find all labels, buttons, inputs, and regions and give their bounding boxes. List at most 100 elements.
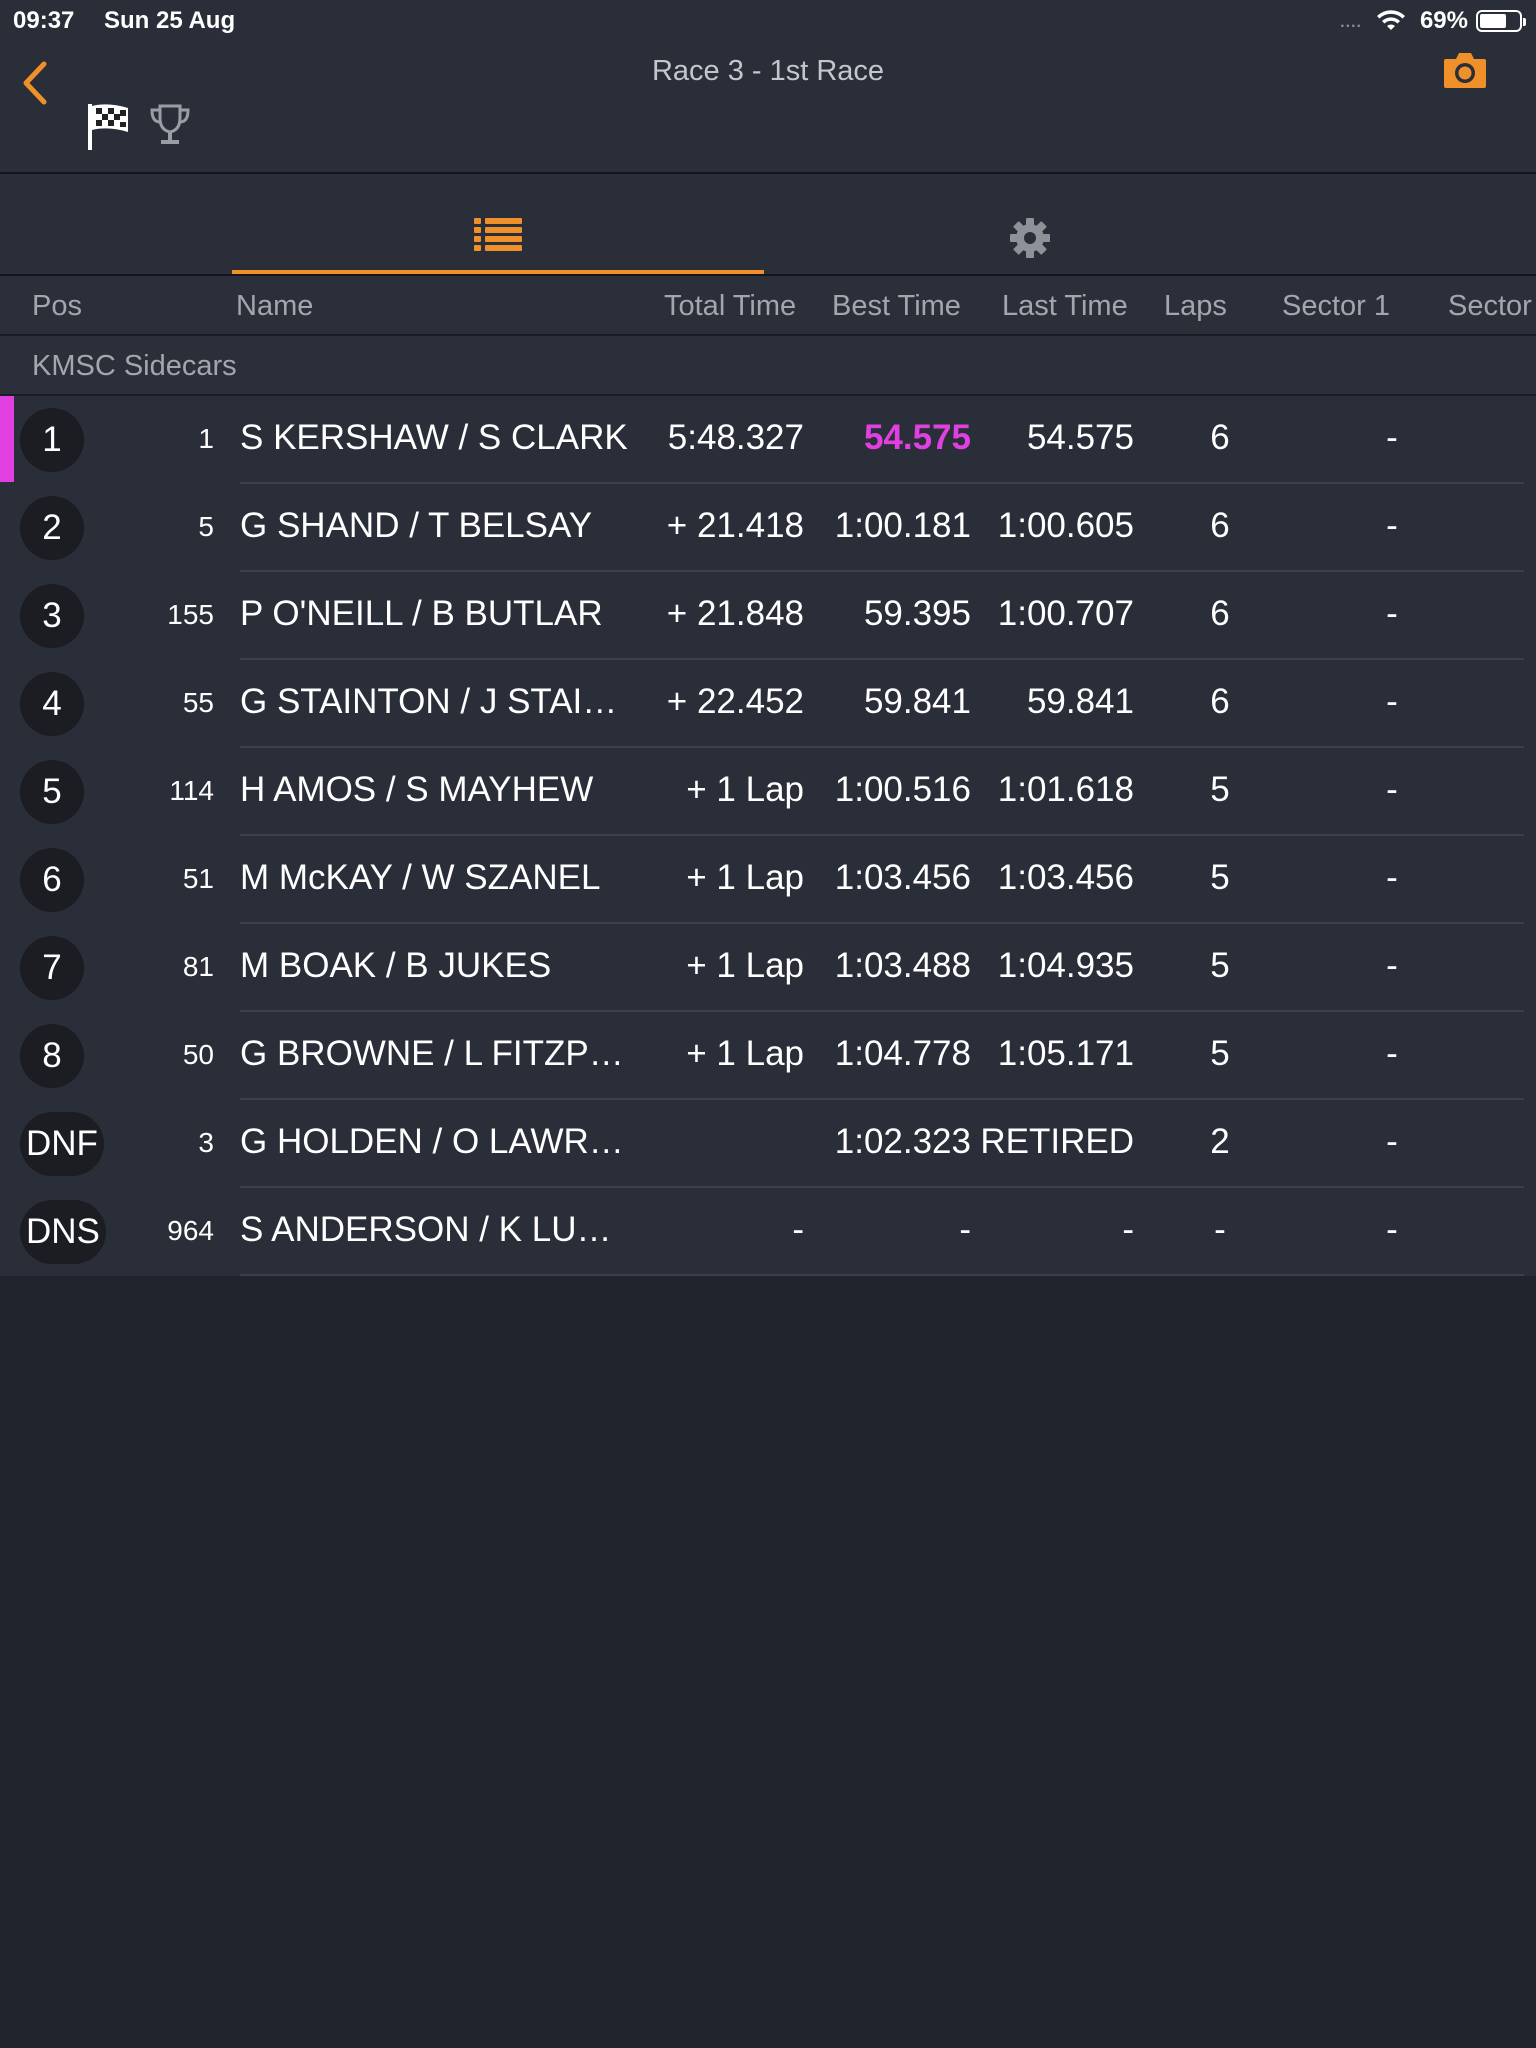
status-right: .... 69% [1340, 7, 1526, 35]
laps-count: 6 [1210, 682, 1230, 721]
view-tabs [0, 174, 1536, 276]
row-divider [240, 746, 1524, 748]
total-time: - [792, 1210, 804, 1249]
status-time: 09:37 [13, 7, 75, 34]
table-row[interactable]: 4 55 G STAINTON / J STAI… + 22.452 59.84… [0, 660, 1536, 748]
race-number: 3 [198, 1127, 214, 1158]
row-divider [240, 922, 1524, 924]
col-pos[interactable]: Pos [32, 290, 82, 322]
laps-count: 5 [1210, 858, 1230, 897]
row-divider [240, 482, 1524, 484]
race-number: 81 [182, 951, 214, 982]
rider-names: S KERSHAW / S CLARK [240, 418, 628, 457]
row-divider [240, 1010, 1524, 1012]
battery-percentage: 69% [1419, 7, 1468, 34]
race-number: 1 [198, 423, 214, 454]
position-badge: 1 [20, 408, 84, 472]
class-name: KMSC Sidecars [32, 350, 237, 382]
table-row[interactable]: 5 114 H AMOS / S MAYHEW + 1 Lap 1:00.516… [0, 748, 1536, 836]
tab-settings[interactable] [764, 174, 1296, 274]
rider-names: S ANDERSON / K LU… [240, 1210, 612, 1249]
race-number: 50 [182, 1039, 214, 1070]
last-time: 1:00.605 [997, 506, 1134, 545]
sector-1-time: - [1386, 682, 1398, 721]
table-row[interactable]: 6 51 M McKAY / W SZANEL + 1 Lap 1:03.456… [0, 836, 1536, 924]
camera-icon[interactable] [1442, 50, 1488, 90]
row-divider [240, 1274, 1524, 1276]
best-time: - [959, 1210, 971, 1249]
row-divider [240, 834, 1524, 836]
laps-count: 5 [1210, 770, 1230, 809]
table-row[interactable]: 8 50 G BROWNE / L FITZP… + 1 Lap 1:04.77… [0, 1012, 1536, 1100]
position-badge: 2 [20, 496, 84, 560]
fastest-lap-indicator [0, 396, 14, 482]
last-time: 1:05.171 [997, 1034, 1134, 1073]
col-sector-2[interactable]: Sector [1448, 290, 1532, 322]
cellular-signal-icon: .... [1340, 14, 1362, 31]
page-title: Race 3 - 1st Race [651, 55, 885, 87]
laps-count: 6 [1210, 594, 1230, 633]
total-time: + 1 Lap [686, 1034, 804, 1073]
position-badge: 6 [20, 848, 84, 912]
list-icon [474, 218, 522, 251]
gear-icon [1010, 218, 1050, 258]
last-time: - [1122, 1210, 1134, 1249]
col-name[interactable]: Name [236, 290, 314, 322]
total-time: + 21.848 [666, 594, 804, 633]
last-time: 1:04.935 [997, 946, 1134, 985]
rider-names: G BROWNE / L FITZP… [240, 1034, 624, 1073]
results-table: 1 1 S KERSHAW / S CLARK 5:48.327 54.575 … [0, 396, 1536, 1276]
race-number: 155 [167, 599, 214, 630]
last-time: 59.841 [1026, 682, 1134, 721]
table-row[interactable]: DNS 964 S ANDERSON / K LU… - - - - - [0, 1188, 1536, 1276]
back-chevron-icon[interactable] [16, 58, 56, 108]
status-date: Sun 25 Aug [104, 7, 236, 34]
tab-results-list[interactable] [232, 174, 764, 274]
best-time: 1:03.488 [834, 946, 971, 985]
sector-1-time: - [1386, 1210, 1398, 1249]
col-best-time[interactable]: Best Time [832, 290, 961, 322]
race-number: 964 [167, 1215, 214, 1246]
table-row[interactable]: 3 155 P O'NEILL / B BUTLAR + 21.848 59.3… [0, 572, 1536, 660]
sector-1-time: - [1386, 770, 1398, 809]
laps-count: 6 [1210, 418, 1230, 457]
wifi-icon [1376, 10, 1405, 30]
last-time: 1:03.456 [997, 858, 1134, 897]
laps-count: 5 [1210, 1034, 1230, 1073]
total-time: + 22.452 [666, 682, 804, 721]
col-last-time[interactable]: Last Time [1002, 290, 1128, 322]
total-time: 5:48.327 [667, 418, 804, 457]
sector-1-time: - [1386, 946, 1398, 985]
position-badge: 3 [20, 584, 84, 648]
total-time: + 1 Lap [686, 946, 804, 985]
sector-1-time: - [1386, 858, 1398, 897]
trophy-icon[interactable] [148, 102, 192, 148]
race-number: 55 [182, 687, 214, 718]
row-divider [240, 570, 1524, 572]
table-row[interactable]: 2 5 G SHAND / T BELSAY + 21.418 1:00.181… [0, 484, 1536, 572]
last-time: 1:00.707 [997, 594, 1134, 633]
table-row[interactable]: 1 1 S KERSHAW / S CLARK 5:48.327 54.575 … [0, 396, 1536, 484]
laps-count: - [1214, 1210, 1226, 1249]
row-divider [240, 1186, 1524, 1188]
col-sector-1[interactable]: Sector 1 [1282, 290, 1390, 322]
row-divider [240, 658, 1524, 660]
col-total-time[interactable]: Total Time [664, 290, 797, 322]
position-badge: DNF [20, 1112, 104, 1176]
empty-area [0, 1276, 1536, 2048]
col-laps[interactable]: Laps [1164, 290, 1227, 322]
best-time: 59.841 [863, 682, 971, 721]
navigation-header: Race 3 - 1st Race [0, 40, 1536, 174]
battery-icon [1476, 10, 1526, 32]
sector-1-time: - [1386, 594, 1398, 633]
table-row[interactable]: 7 81 M BOAK / B JUKES + 1 Lap 1:03.488 1… [0, 924, 1536, 1012]
position-badge: 8 [20, 1024, 84, 1088]
table-row[interactable]: DNF 3 G HOLDEN / O LAWR… 1:02.323 RETIRE… [0, 1100, 1536, 1188]
rider-names: P O'NEILL / B BUTLAR [240, 594, 603, 633]
best-time: 1:04.778 [834, 1034, 971, 1073]
last-time: 54.575 [1026, 418, 1134, 457]
best-time: 1:02.323 [834, 1122, 971, 1161]
best-time: 54.575 [863, 418, 971, 457]
checkered-flag-icon[interactable] [86, 102, 132, 152]
best-time: 1:03.456 [834, 858, 971, 897]
